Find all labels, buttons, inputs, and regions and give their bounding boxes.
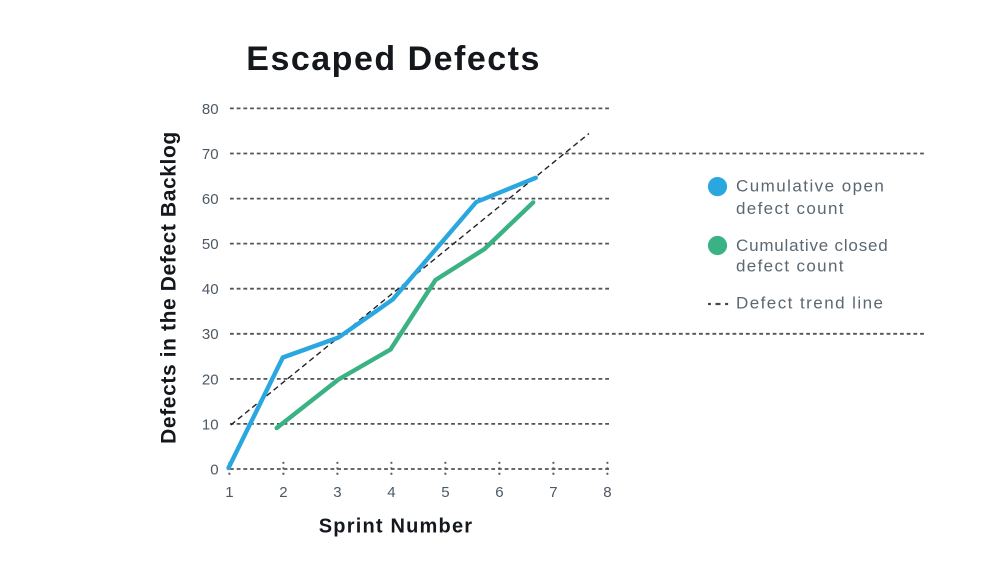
svg-text:Escaped Defects: Escaped Defects [246, 40, 541, 78]
svg-text:10: 10 [202, 416, 219, 433]
svg-text:30: 30 [202, 326, 219, 343]
svg-text:2: 2 [279, 484, 287, 501]
svg-text:Cumulative closed: Cumulative closed [736, 236, 889, 255]
svg-text:defect count: defect count [736, 199, 845, 218]
svg-text:80: 80 [202, 101, 219, 118]
svg-text:0: 0 [210, 461, 218, 478]
svg-text:Defects in the Defect Backlog: Defects in the Defect Backlog [158, 131, 181, 444]
svg-text:70: 70 [202, 146, 219, 163]
svg-text:60: 60 [202, 191, 219, 208]
svg-text:40: 40 [202, 281, 219, 298]
svg-text:50: 50 [202, 236, 219, 253]
svg-text:20: 20 [202, 371, 219, 388]
svg-text:defect count: defect count [736, 256, 845, 275]
svg-text:7: 7 [549, 484, 557, 501]
svg-text:5: 5 [441, 484, 449, 501]
svg-text:8: 8 [603, 484, 611, 501]
svg-text:6: 6 [495, 484, 503, 501]
svg-text:3: 3 [333, 484, 341, 501]
svg-text:Cumulative open: Cumulative open [736, 177, 885, 196]
svg-text:4: 4 [387, 484, 395, 501]
svg-text:1: 1 [225, 484, 233, 501]
svg-text:Sprint Number: Sprint Number [319, 516, 474, 538]
svg-text:Defect trend line: Defect trend line [736, 294, 884, 313]
